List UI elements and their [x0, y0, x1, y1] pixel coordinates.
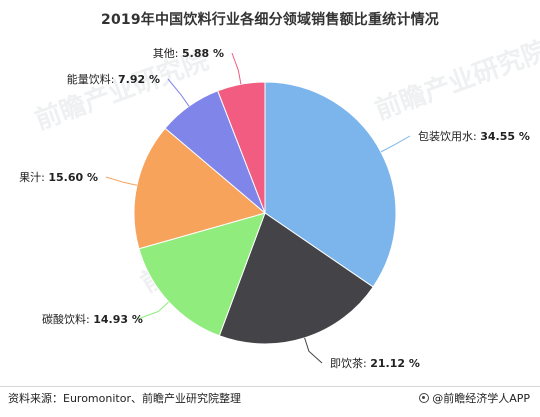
connector-line-2 [304, 337, 323, 364]
pie-slice-1 [264, 81, 397, 288]
brand-text: @前瞻经济学人APP [432, 392, 530, 405]
connector-line-1 [380, 135, 411, 153]
connector-line-6 [231, 52, 242, 85]
connector-line-5 [167, 78, 190, 107]
brand-credit: @前瞻经济学人APP [419, 390, 530, 406]
data-label-6: 其他: 5.88 % [153, 47, 224, 60]
pie-chart: 包装饮用水: 34.55 % 即饮茶: 21.12 % 碳酸饮料: 14.93 % 果… [19, 47, 530, 370]
chart-title: 2019年中国饮料行业各细分领域销售额比重统计情况 [101, 12, 439, 28]
footer-divider [0, 386, 540, 387]
data-label-1: 包装饮用水: 34.55 % [418, 130, 530, 143]
source-note: 资料来源：Euromonitor、前瞻产业研究院整理 [8, 392, 241, 405]
data-label-4: 果汁: 15.60 % [19, 171, 98, 184]
data-label-3: 碳酸饮料: 14.93 % [42, 312, 143, 326]
pie-slice-2 [218, 212, 374, 345]
pie-slice-3 [138, 212, 266, 337]
connector-line-4 [105, 176, 138, 186]
pie-slice-6 [217, 81, 266, 214]
data-label-5: 能量饮料: 7.92 % [67, 72, 160, 86]
data-label-2: 即饮茶: 21.12 % [330, 357, 420, 370]
qianzhan-logo-icon [419, 393, 430, 403]
connector-line-3 [137, 301, 170, 320]
